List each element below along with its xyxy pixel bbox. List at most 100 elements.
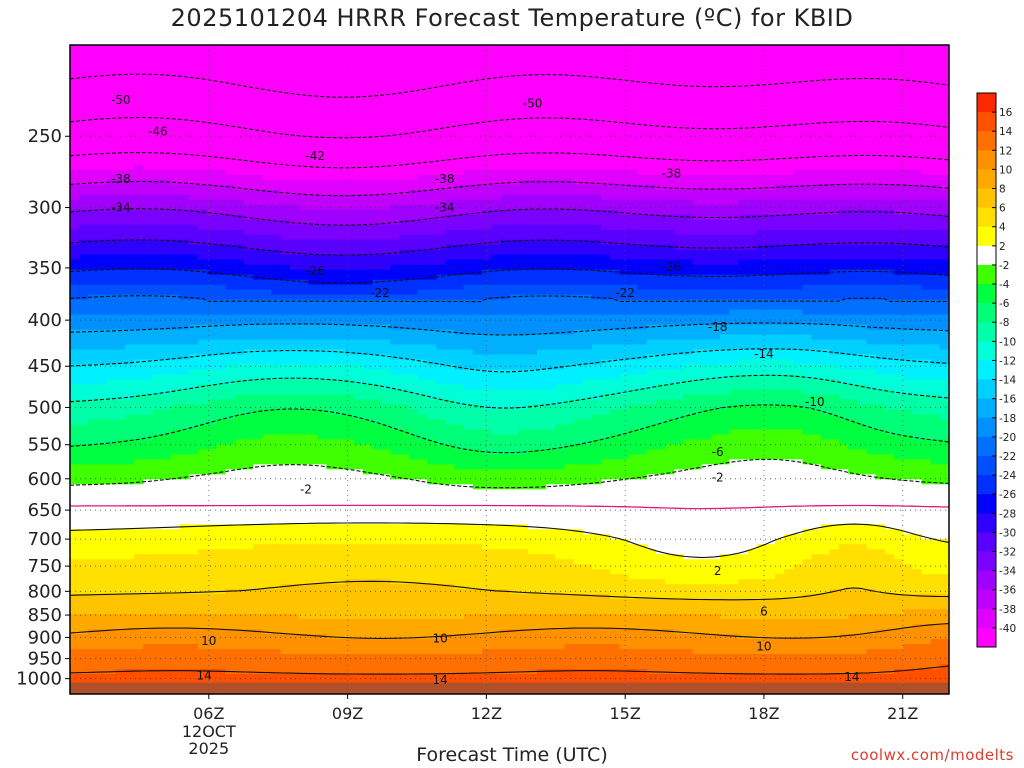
field-cell xyxy=(903,184,913,191)
field-cell xyxy=(720,124,730,131)
field-cell xyxy=(179,154,190,161)
field-cell xyxy=(857,199,868,206)
field-cell xyxy=(280,134,291,141)
field-cell xyxy=(353,264,364,271)
field-cell xyxy=(482,199,492,206)
field-cell xyxy=(509,124,520,131)
field-cell xyxy=(591,284,602,291)
field-cell xyxy=(262,114,273,121)
field-cell xyxy=(582,169,593,176)
field-cell xyxy=(106,134,117,141)
field-cell xyxy=(509,234,520,241)
field-cell xyxy=(225,109,236,116)
field-cell xyxy=(591,289,602,296)
field-cell xyxy=(88,94,99,101)
field-cell xyxy=(710,234,721,241)
field-cell xyxy=(143,139,154,146)
field-cell xyxy=(271,114,282,121)
field-cell xyxy=(674,214,685,221)
field-cell xyxy=(509,204,520,211)
field-cell xyxy=(115,254,126,261)
field-cell xyxy=(417,189,428,196)
field-cell xyxy=(308,139,318,146)
field-cell xyxy=(472,49,483,56)
field-cell xyxy=(344,264,355,271)
field-cell xyxy=(738,209,749,216)
field-cell xyxy=(674,129,685,136)
field-cell xyxy=(179,229,190,236)
field-cell xyxy=(573,109,584,116)
field-cell xyxy=(829,199,840,206)
field-cell xyxy=(527,254,538,261)
field-cell xyxy=(417,89,428,96)
field-cell xyxy=(152,74,163,81)
field-cell xyxy=(536,179,547,186)
field-cell xyxy=(720,294,730,301)
field-cell xyxy=(939,49,949,56)
field-cell xyxy=(152,299,163,306)
field-cell xyxy=(564,94,575,101)
field-cell xyxy=(884,59,895,66)
field-cell xyxy=(829,289,840,296)
field-cell xyxy=(372,274,382,281)
field-cell xyxy=(793,244,804,251)
field-cell xyxy=(500,114,511,121)
field-cell xyxy=(353,89,364,96)
field-cell xyxy=(317,154,327,161)
field-cell xyxy=(399,139,410,146)
field-cell xyxy=(518,289,529,296)
field-cell xyxy=(399,189,410,196)
field-cell xyxy=(903,54,913,61)
field-cell xyxy=(701,139,712,146)
field-cell xyxy=(491,164,501,171)
field-cell xyxy=(756,69,767,76)
field-cell xyxy=(363,45,373,51)
field-cell xyxy=(866,284,877,291)
field-cell xyxy=(536,94,547,101)
field-cell xyxy=(70,204,80,211)
field-cell xyxy=(802,109,813,116)
field-cell xyxy=(646,199,657,206)
field-cell xyxy=(665,89,675,96)
field-cell xyxy=(445,159,456,166)
field-cell xyxy=(225,149,236,156)
field-cell xyxy=(527,239,538,246)
field-cell xyxy=(390,289,401,296)
field-cell xyxy=(875,219,886,226)
field-cell xyxy=(866,219,877,226)
field-cell xyxy=(152,174,163,181)
field-cell xyxy=(610,194,620,201)
field-cell xyxy=(610,74,620,81)
field-cell xyxy=(610,249,620,256)
field-cell xyxy=(79,249,89,256)
field-cell xyxy=(70,294,80,301)
field-cell xyxy=(692,274,703,281)
field-cell xyxy=(472,279,483,286)
field-cell xyxy=(179,139,190,146)
field-cell xyxy=(546,174,556,181)
field-cell xyxy=(216,169,227,176)
field-cell xyxy=(738,294,749,301)
field-cell xyxy=(710,209,721,216)
field-cell xyxy=(353,204,364,211)
field-cell xyxy=(381,239,392,246)
field-cell xyxy=(243,269,254,276)
field-cell xyxy=(628,109,639,116)
field-cell xyxy=(308,229,318,236)
field-cell xyxy=(765,109,776,116)
field-cell xyxy=(271,259,282,266)
field-cell xyxy=(903,204,913,211)
field-cell xyxy=(811,49,822,56)
field-cell xyxy=(793,284,804,291)
field-cell xyxy=(875,144,886,151)
field-cell xyxy=(289,284,300,291)
field-cell xyxy=(271,99,282,106)
field-cell xyxy=(555,94,566,101)
field-cell xyxy=(234,74,245,81)
field-cell xyxy=(97,89,108,96)
field-cell xyxy=(363,149,373,156)
field-cell xyxy=(829,89,840,96)
field-cell xyxy=(628,194,639,201)
field-cell xyxy=(564,169,575,176)
field-cell xyxy=(243,59,254,66)
